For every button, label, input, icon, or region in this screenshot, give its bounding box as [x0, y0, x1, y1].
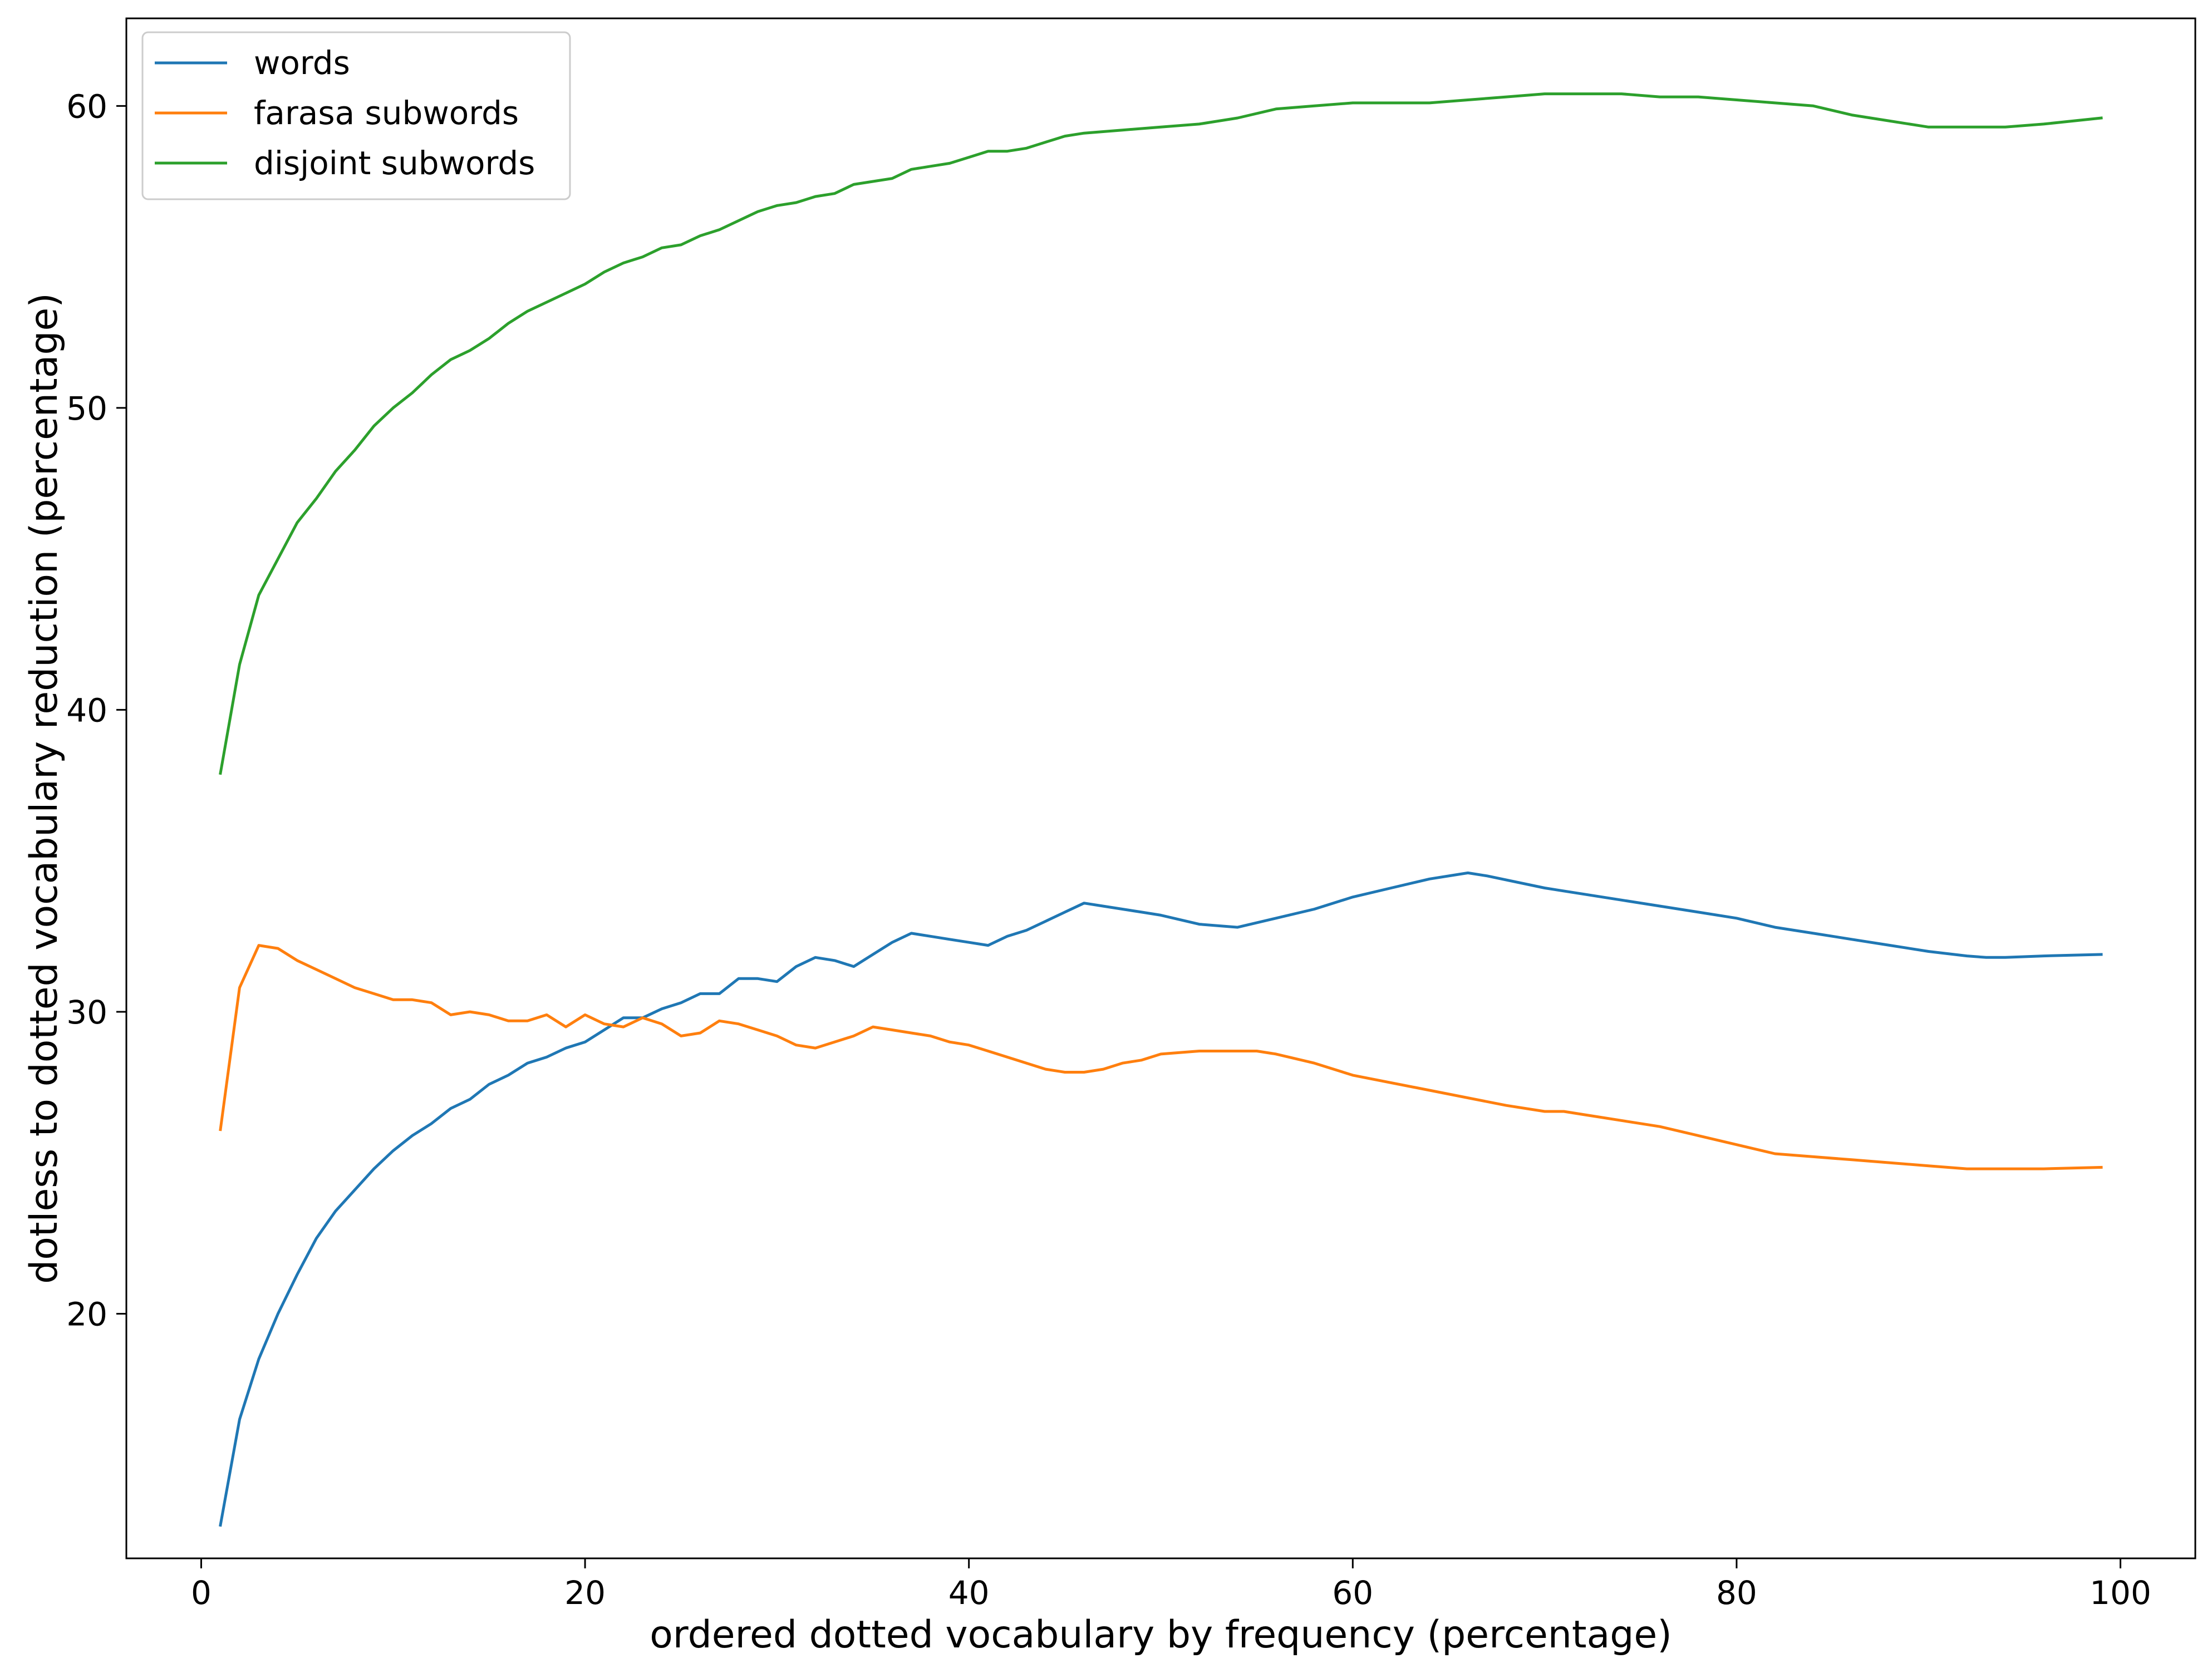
x-tick-label: 40 — [948, 1574, 990, 1612]
x-tick-label: 60 — [1332, 1574, 1373, 1612]
y-tick-label: 20 — [66, 1296, 107, 1334]
series-layer — [219, 92, 2103, 1527]
y-axis-label: dotless to dotted vocabulary reduction (… — [22, 293, 66, 1284]
plot-area-frame — [125, 17, 2196, 1559]
legend-label-1: farasa subwords — [254, 94, 519, 132]
y-tick-label: 60 — [66, 87, 107, 125]
x-tick-label: 80 — [1716, 1574, 1757, 1612]
x-axis-label: ordered dotted vocabulary by frequency (… — [650, 1613, 1672, 1657]
series-line-0 — [219, 871, 2103, 1527]
x-tick-label: 20 — [564, 1574, 606, 1612]
legend-label-2: disjoint subwords — [254, 144, 535, 182]
series-line-1 — [219, 944, 2103, 1170]
x-tick-label: 100 — [2090, 1574, 2151, 1612]
legend-box — [141, 31, 571, 200]
x-tick-label: 0 — [191, 1574, 212, 1612]
y-tick-label: 40 — [66, 691, 107, 729]
legend-label-0: words — [254, 44, 350, 82]
x-axis: 0 20 40 60 80 100 — [191, 1558, 2151, 1612]
legend: words farasa subwords disjoint subwords — [141, 31, 571, 200]
y-axis: 20 30 40 50 60 — [66, 87, 126, 1334]
y-tick-label: 30 — [66, 993, 107, 1031]
y-tick-label: 50 — [66, 390, 107, 427]
series-line-2 — [219, 92, 2103, 775]
